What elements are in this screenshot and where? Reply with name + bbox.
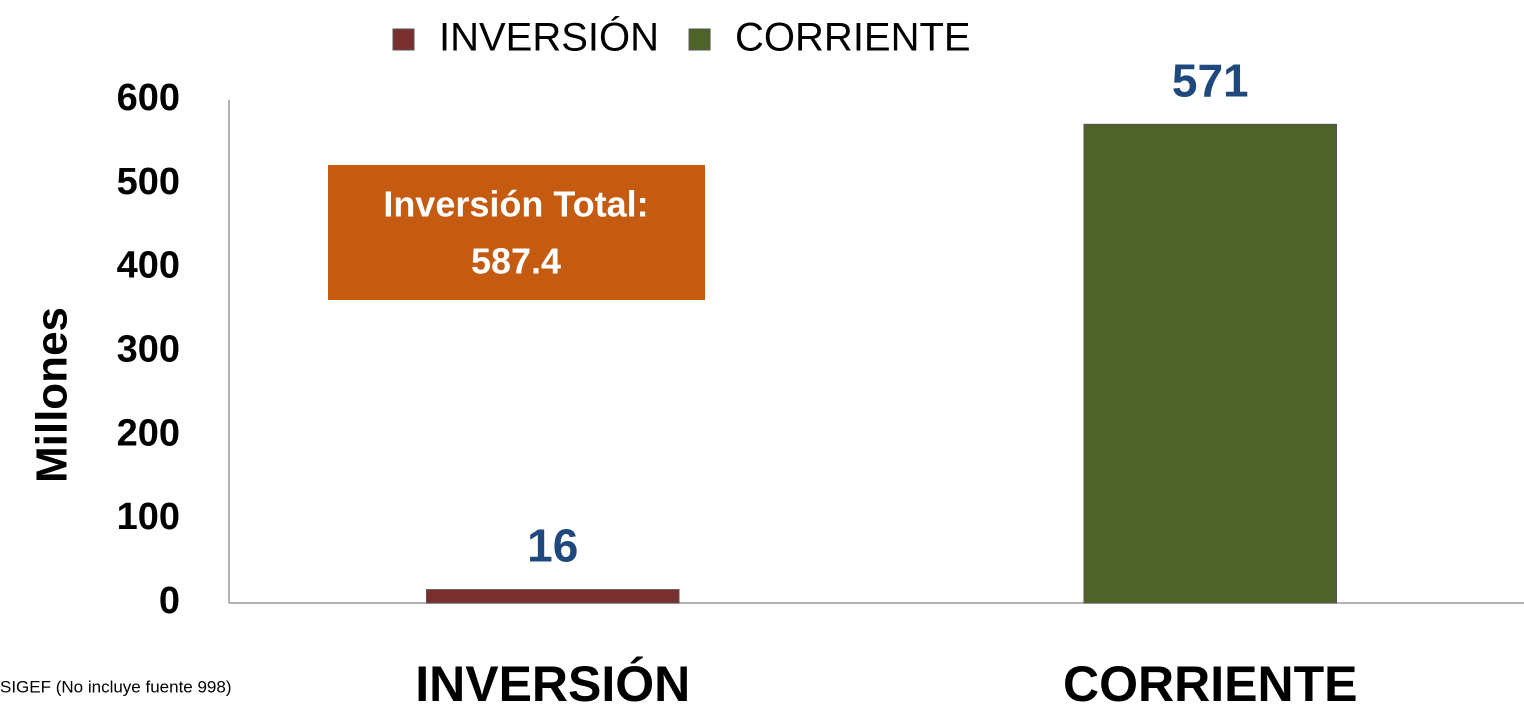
y-tick-label: 200 [117, 412, 180, 454]
annotation-box [328, 165, 705, 300]
annotation-value: 587.4 [471, 241, 561, 282]
data-label: 571 [1172, 54, 1249, 106]
bar [1083, 123, 1338, 604]
legend-swatch [688, 28, 711, 51]
y-tick-label: 400 [117, 245, 180, 287]
bar [425, 589, 680, 604]
y-axis-label: Millones [28, 307, 77, 483]
annotation-label: Inversión Total: [383, 184, 648, 225]
x-tick-label: INVERSIÓN [415, 656, 690, 709]
legend-swatch [392, 28, 415, 51]
footnote: SIGEF (No incluye fuente 998) [0, 677, 232, 696]
legend-label: CORRIENTE [735, 16, 971, 60]
y-tick-label: 300 [117, 329, 180, 371]
y-tick-label: 600 [117, 77, 180, 119]
x-tick-label: CORRIENTE [1063, 656, 1357, 709]
y-tick-label: 0 [159, 580, 180, 622]
data-label: 16 [527, 520, 578, 572]
legend-label: INVERSIÓN [439, 15, 659, 60]
y-tick-label: 500 [117, 161, 180, 203]
y-tick-label: 100 [117, 496, 180, 538]
